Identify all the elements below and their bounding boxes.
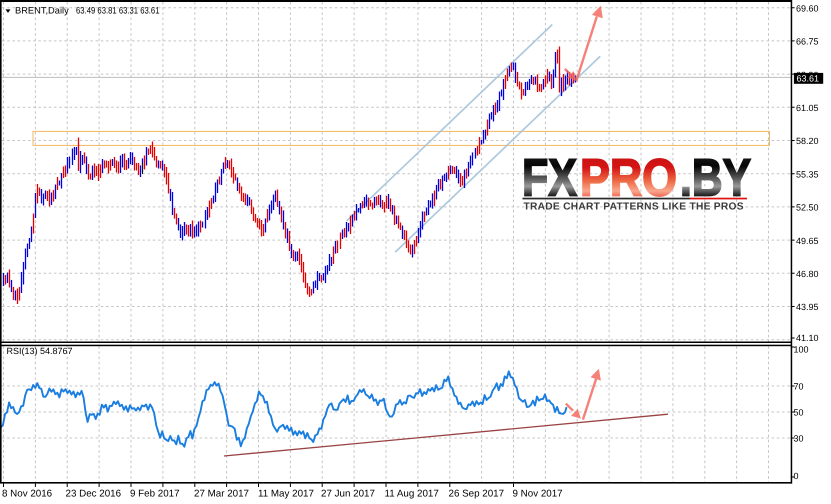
svg-text:26 Sep 2017: 26 Sep 2017 (449, 489, 505, 500)
svg-text:58.20: 58.20 (796, 136, 819, 146)
svg-text:70: 70 (794, 382, 804, 392)
svg-text:63.61: 63.61 (797, 74, 820, 84)
svg-text:41.10: 41.10 (796, 333, 819, 343)
svg-text:55.35: 55.35 (796, 169, 819, 179)
svg-text:52.50: 52.50 (796, 203, 819, 213)
svg-text:8 Nov 2016: 8 Nov 2016 (2, 489, 53, 500)
svg-text:61.05: 61.05 (796, 103, 819, 113)
svg-text:23 Dec 2016: 23 Dec 2016 (66, 489, 122, 500)
svg-text:43.95: 43.95 (796, 302, 819, 312)
svg-text:69.60: 69.60 (796, 3, 819, 13)
svg-text:9 Feb 2017: 9 Feb 2017 (130, 489, 180, 500)
svg-text:11 May 2017: 11 May 2017 (258, 489, 314, 500)
svg-text:27 Mar 2017: 27 Mar 2017 (194, 489, 249, 500)
svg-text:TRADE CHART PATTERNS LIKE THE: TRADE CHART PATTERNS LIKE THE PROS (524, 201, 744, 212)
svg-text:66.75: 66.75 (796, 37, 819, 47)
svg-text:11 Aug 2017: 11 Aug 2017 (385, 489, 439, 500)
svg-text:50: 50 (794, 408, 804, 418)
svg-text:100: 100 (794, 345, 809, 355)
svg-text:0: 0 (794, 471, 799, 481)
svg-text:27 Jun 2017: 27 Jun 2017 (321, 489, 375, 500)
svg-text:30: 30 (794, 434, 804, 444)
svg-text:46.80: 46.80 (796, 269, 819, 279)
svg-text:BRENT,Daily: BRENT,Daily (15, 6, 69, 16)
svg-text:63.49 63.81 63.31 63.61: 63.49 63.81 63.31 63.61 (76, 6, 160, 16)
svg-text:9 Nov 2017: 9 Nov 2017 (513, 489, 563, 500)
svg-text:RSI(13) 54.8767: RSI(13) 54.8767 (7, 346, 73, 356)
svg-text:49.65: 49.65 (796, 236, 819, 246)
